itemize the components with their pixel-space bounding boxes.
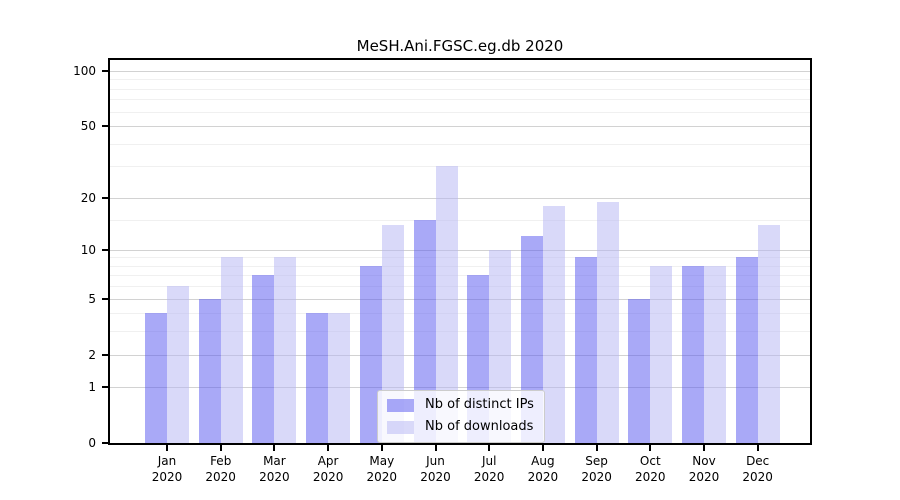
bar-distinct-ips-dec [735,257,758,443]
legend-entry-downloads: Nb of downloads [387,419,534,435]
y-tick-label: 1 [88,380,96,395]
major-gridline [110,197,810,199]
bar-distinct-ips-sep [574,257,597,443]
x-tick-mark [219,445,222,451]
y-tick-mark [102,248,109,251]
legend: Nb of distinct IPs Nb of downloads [377,390,545,443]
minor-gridline [110,88,810,90]
y-tick-mark [102,70,109,72]
major-gridline [110,354,810,356]
bar-distinct-ips-jun [413,219,436,443]
bars-layer [110,60,810,443]
x-tick-label: Oct 2020 [635,454,666,484]
bar-downloads-feb [220,257,243,443]
minor-gridline [110,286,810,288]
legend-swatch-downloads-icon [387,420,414,434]
major-gridline [110,298,810,300]
legend-swatch-distinct-ips-icon [387,398,414,412]
y-tick-mark [102,442,109,444]
y-tick-mark [102,386,109,389]
x-tick-label: Aug 2020 [527,454,559,484]
major-gridline [110,71,810,72]
x-tick-mark [273,445,276,451]
bar-distinct-ips-may [359,265,382,443]
y-tick-mark [102,353,109,356]
bar-downloads-nov [704,265,726,443]
x-tick-label: Feb 2020 [205,454,236,484]
y-tick-label: 100 [73,64,96,78]
bar-downloads-mar [274,257,297,443]
bar-downloads-jan [167,286,189,443]
x-tick-label: Mar 2020 [259,454,290,484]
x-tick-label: Dec 2020 [742,454,773,484]
bar-distinct-ips-mar [252,275,275,443]
bar-downloads-apr [328,313,351,443]
bar-downloads-sep [596,201,619,443]
x-tick-label: Sep 2020 [581,454,612,484]
y-tick-label: 50 [80,119,96,134]
x-tick-label: Nov 2020 [688,454,720,484]
bar-downloads-aug [542,205,565,443]
x-tick-mark [488,445,491,451]
y-tick-label: 0 [88,436,96,450]
x-tick-mark [380,445,383,451]
x-tick-mark [595,445,598,451]
major-gridline [110,249,810,251]
minor-gridline [110,265,810,267]
y-tick-label: 10 [80,242,96,257]
minor-gridline [110,331,810,333]
x-tick-mark [649,445,652,451]
bar-downloads-dec [757,224,780,443]
bar-downloads-oct [650,265,673,443]
bar-distinct-ips-feb [198,298,221,443]
minor-gridline [110,275,810,277]
minor-gridline [110,313,810,315]
bar-distinct-ips-nov [682,265,704,443]
legend-label-distinct-ips: Nb of distinct IPs [425,397,534,412]
minor-gridline [110,79,810,81]
y-tick-label: 5 [88,291,96,306]
legend-label-downloads: Nb of downloads [425,419,534,434]
x-tick-mark [756,445,759,451]
gridlines-layer [110,60,810,443]
y-tick-label: 20 [80,190,96,205]
y-tick-mark [102,297,109,300]
minor-gridline [110,166,810,168]
major-gridline [110,126,810,128]
major-gridline [110,387,810,389]
plot-area: Nb of distinct IPs Nb of downloads [108,58,812,445]
minor-gridline [110,111,810,113]
bar-downloads-jun [435,166,458,443]
x-tick-label: Jan 2020 [151,454,183,484]
x-tick-label: Apr 2020 [312,454,344,484]
legend-entry-distinct-ips: Nb of distinct IPs [387,397,534,413]
x-tick-mark [434,445,437,451]
minor-gridline [110,143,810,145]
minor-gridline [110,257,810,259]
x-tick-label: Jun 2020 [420,454,451,484]
y-tick-mark [102,196,109,199]
y-tick-label: 2 [88,347,96,362]
x-tick-mark [327,445,330,451]
minor-gridline [110,99,810,101]
minor-gridline [110,219,810,221]
bar-distinct-ips-apr [306,313,329,443]
x-tick-mark [541,445,544,451]
x-tick-label: May 2020 [366,454,398,484]
x-tick-label: Jul 2020 [473,454,505,484]
x-tick-mark [166,445,168,451]
x-tick-mark [703,445,705,451]
bar-downloads-may [381,224,404,443]
chart-title: MeSH.Ani.FGSC.eg.db 2020 [356,37,564,55]
y-tick-mark [102,125,109,128]
bar-distinct-ips-jan [145,313,167,443]
bar-distinct-ips-oct [628,298,651,443]
